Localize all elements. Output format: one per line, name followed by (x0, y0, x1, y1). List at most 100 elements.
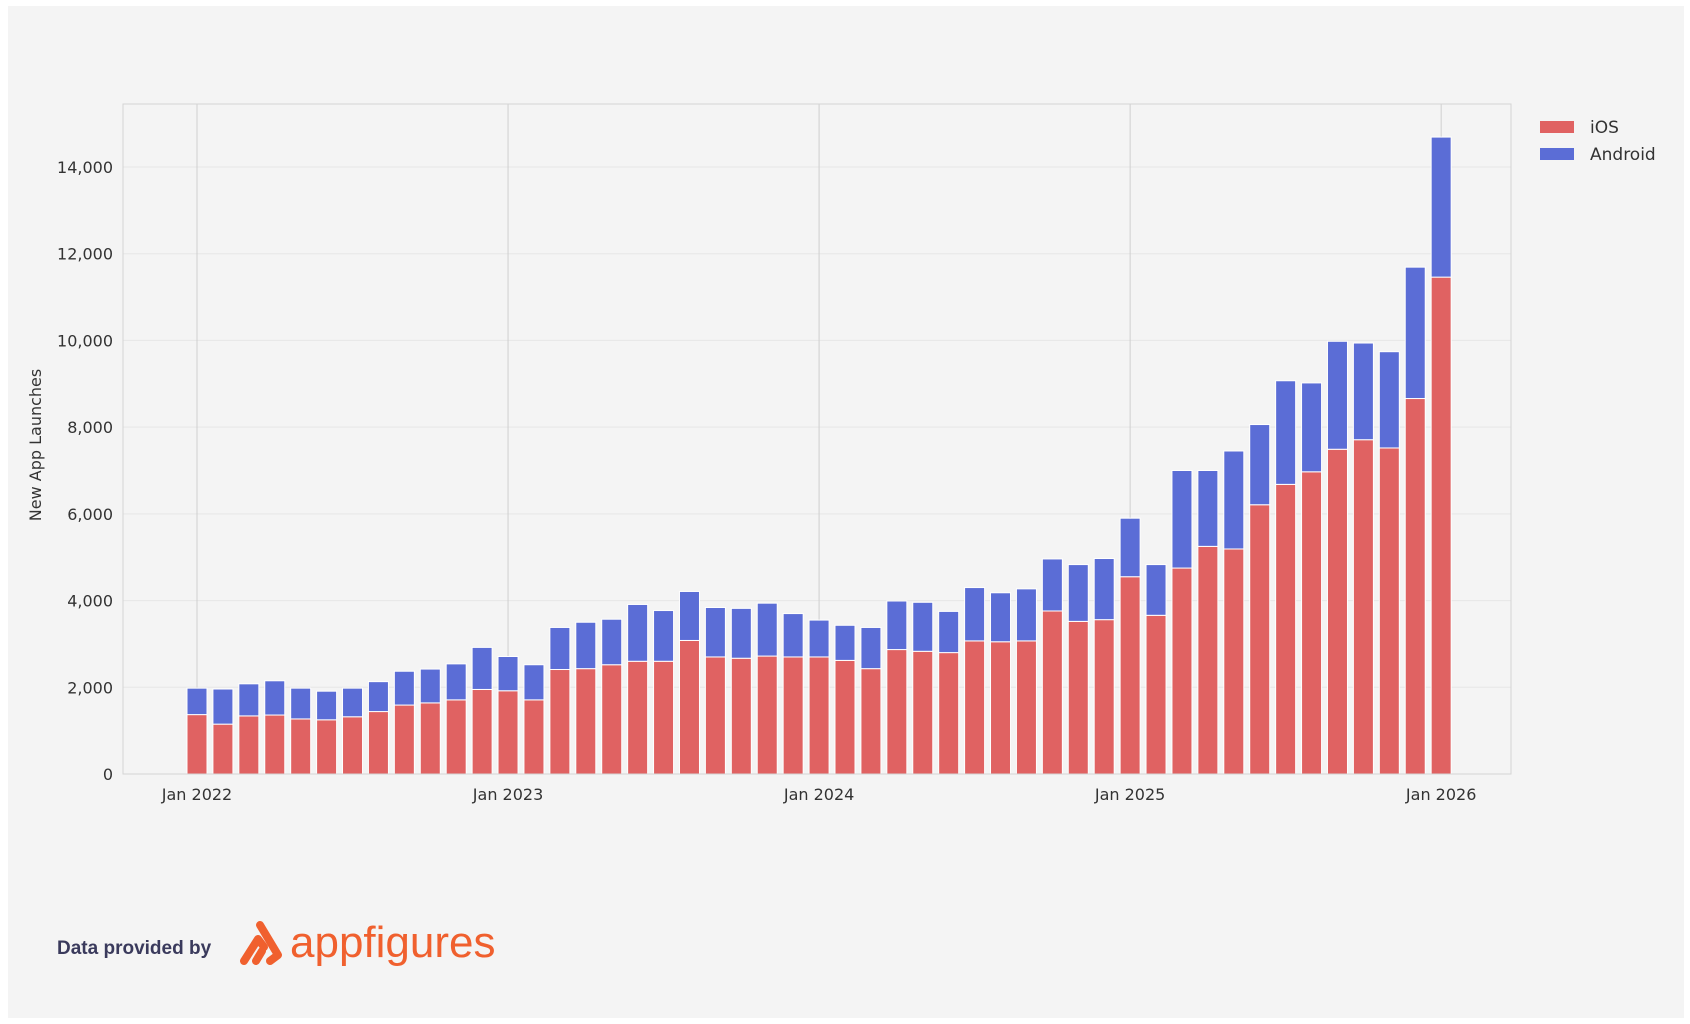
bar-ios-2025-02 (1145, 614, 1167, 775)
bar-android-2022-05 (290, 687, 312, 720)
bar-android-2024-06 (938, 610, 960, 654)
appfigures-logo-icon (240, 921, 282, 965)
bar-ios-2024-04 (886, 649, 908, 775)
bar-android-2022-03 (238, 683, 260, 717)
bar-ios-2025-10 (1352, 439, 1374, 775)
bar-ios-2023-10 (730, 657, 752, 775)
bar-ios-2022-04 (264, 714, 286, 775)
bar-ios-2025-12 (1404, 398, 1426, 775)
bar-ios-2024-05 (912, 650, 934, 775)
bar-ios-2024-07 (964, 640, 986, 775)
bar-android-2022-11 (445, 663, 467, 701)
bar-android-2026-01 (1430, 136, 1452, 278)
data-provided-by-label: Data provided by (57, 938, 212, 959)
bar-ios-2025-09 (1326, 448, 1348, 775)
bar-ios-2023-09 (704, 656, 726, 775)
bar-ios-2022-07 (342, 716, 364, 775)
x-tick-label: Jan 2022 (161, 785, 232, 804)
x-axis-ticks: Jan 2022 Jan 2023 Jan 2024 Jan 2025 Jan 2026 (161, 785, 1477, 804)
bar-ios-2022-10 (419, 702, 441, 775)
bar-ios-2023-03 (549, 669, 571, 775)
bar-ios-2024-11 (1067, 620, 1089, 775)
bar-ios-2025-05 (1223, 548, 1245, 775)
bar-android-2025-03 (1171, 470, 1193, 569)
y-tick-label: 4,000 (67, 592, 113, 611)
bar-android-2025-11 (1378, 351, 1400, 449)
bar-android-2022-07 (342, 687, 364, 718)
plot-frame (122, 103, 1512, 775)
bar-android-2025-02 (1145, 564, 1167, 616)
y-tick-label: 14,000 (57, 158, 113, 177)
bar-android-2023-06 (627, 603, 649, 662)
bar-android-2023-03 (549, 626, 571, 671)
bar-ios-2025-06 (1249, 504, 1271, 775)
bar-ios-2024-10 (1041, 610, 1063, 775)
bar-android-2023-05 (601, 618, 623, 666)
bar-android-2024-07 (964, 587, 986, 642)
bar-android-2023-08 (678, 590, 700, 641)
y-axis-ticks: 0 2,000 4,000 6,000 8,000 10,000 12,000 14,000 (57, 158, 113, 784)
bar-android-2023-10 (730, 607, 752, 659)
x-tick-label: Jan 2025 (1094, 785, 1165, 804)
bar-ios-2022-11 (445, 699, 467, 775)
bar-ios-2023-02 (523, 699, 545, 775)
x-tick-label: Jan 2024 (783, 785, 854, 804)
bar-android-2023-07 (653, 610, 675, 662)
bar-android-2023-09 (704, 607, 726, 658)
bar-android-2025-01 (1119, 517, 1141, 578)
bar-android-2024-02 (834, 624, 856, 661)
bar-android-2024-11 (1067, 564, 1089, 622)
legend: iOS Android (1540, 118, 1656, 165)
bar-android-2022-09 (393, 670, 415, 706)
y-tick-label: 12,000 (57, 245, 113, 264)
bar-ios-2024-12 (1093, 619, 1115, 775)
bar-ios-2024-02 (834, 659, 856, 775)
bar-ios-2023-12 (782, 656, 804, 775)
bar-android-2022-01 (186, 687, 208, 716)
legend-swatch-android (1540, 148, 1574, 160)
y-axis-label: New App Launches (26, 369, 45, 521)
bar-ios-2022-02 (212, 723, 234, 775)
bar-ios-2025-11 (1378, 447, 1400, 775)
legend-label-android: Android (1590, 145, 1656, 165)
bar-android-2024-09 (1015, 588, 1037, 642)
appfigures-logo-text: appfigures (290, 918, 495, 967)
bar-android-2022-04 (264, 680, 286, 716)
appfigures-logo: appfigures (238, 915, 528, 979)
bar-ios-2022-09 (393, 704, 415, 775)
bar-ios-2023-04 (575, 668, 597, 775)
y-tick-label: 2,000 (67, 678, 113, 697)
bar-android-2023-04 (575, 621, 597, 670)
bar-android-2025-09 (1326, 340, 1348, 450)
bar-android-2024-12 (1093, 558, 1115, 621)
bar-android-2023-01 (497, 656, 519, 692)
bar-android-2025-08 (1301, 382, 1323, 473)
bar-ios-2025-07 (1275, 483, 1297, 775)
legend-swatch-ios (1540, 121, 1574, 133)
bar-android-2022-10 (419, 668, 441, 704)
bar-ios-2022-12 (471, 688, 493, 775)
bar-ios-2023-07 (653, 660, 675, 775)
bar-ios-2022-05 (290, 718, 312, 775)
bar-android-2024-05 (912, 601, 934, 652)
bar-android-2025-06 (1249, 424, 1271, 506)
bar-android-2023-11 (756, 602, 778, 657)
bar-ios-2023-11 (756, 655, 778, 775)
bar-android-2025-12 (1404, 266, 1426, 400)
bar-android-2023-02 (523, 664, 545, 701)
bar-ios-2024-08 (990, 641, 1012, 775)
y-tick-label: 6,000 (67, 505, 113, 524)
bar-ios-2022-06 (316, 719, 338, 775)
bar-android-2025-10 (1352, 342, 1374, 441)
y-tick-label: 10,000 (57, 331, 113, 350)
bar-ios-2026-01 (1430, 276, 1452, 775)
bar-ios-2024-06 (938, 652, 960, 775)
bar-ios-2022-03 (238, 715, 260, 775)
x-tick-label: Jan 2026 (1405, 785, 1476, 804)
bar-ios-2023-06 (627, 660, 649, 775)
bar-ios-2024-03 (860, 668, 882, 775)
x-tick-label: Jan 2023 (472, 785, 543, 804)
bar-android-2022-08 (367, 681, 389, 713)
bar-android-2024-03 (860, 626, 882, 670)
